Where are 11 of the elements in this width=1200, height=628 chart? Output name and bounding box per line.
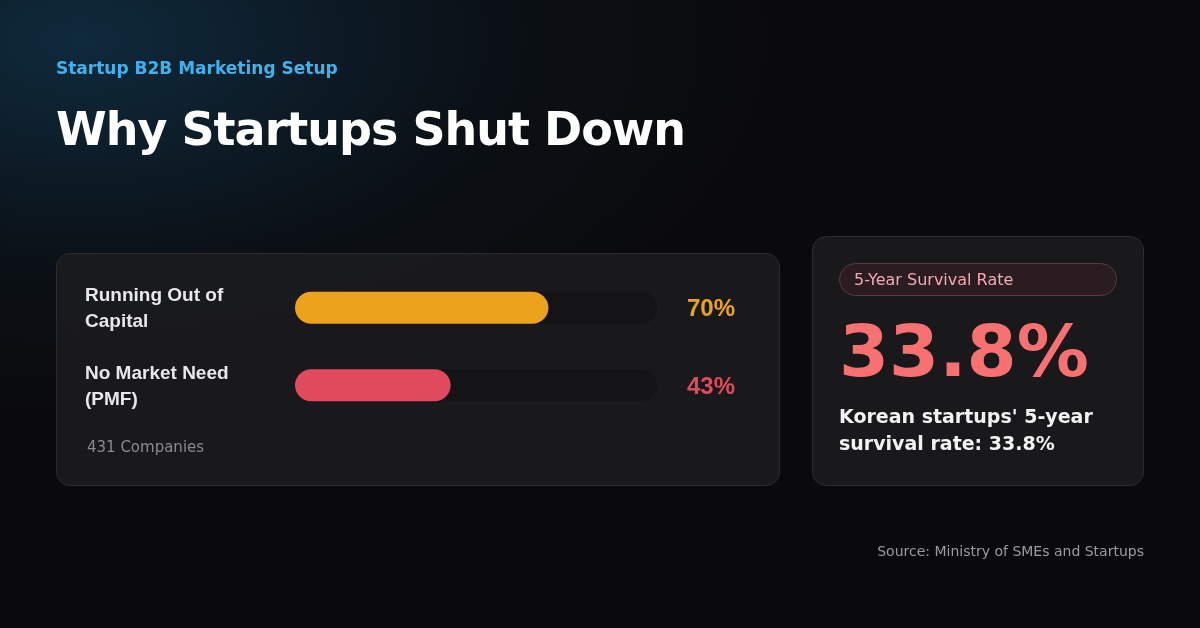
text: 5-Year Survival Rate xyxy=(839,263,1117,296)
y-tick-label: No Market Need (PMF) xyxy=(85,361,234,409)
chart-subtitle: Startup B2B Marketing Setup xyxy=(56,58,338,78)
text: Korean startups' 5-year survival rate: 33.8% xyxy=(839,404,1094,456)
text: 431 Companies xyxy=(87,438,205,456)
data-label: 43% xyxy=(687,371,736,399)
text: 33.8% xyxy=(839,309,1089,393)
y-tick-label: Running Out of Capital xyxy=(85,284,229,332)
chart-title: Why Startups Shut Down xyxy=(56,102,686,156)
data-label: 70% xyxy=(687,294,736,322)
source-note: Source: Ministry of SMEs and Startups xyxy=(877,543,1144,559)
